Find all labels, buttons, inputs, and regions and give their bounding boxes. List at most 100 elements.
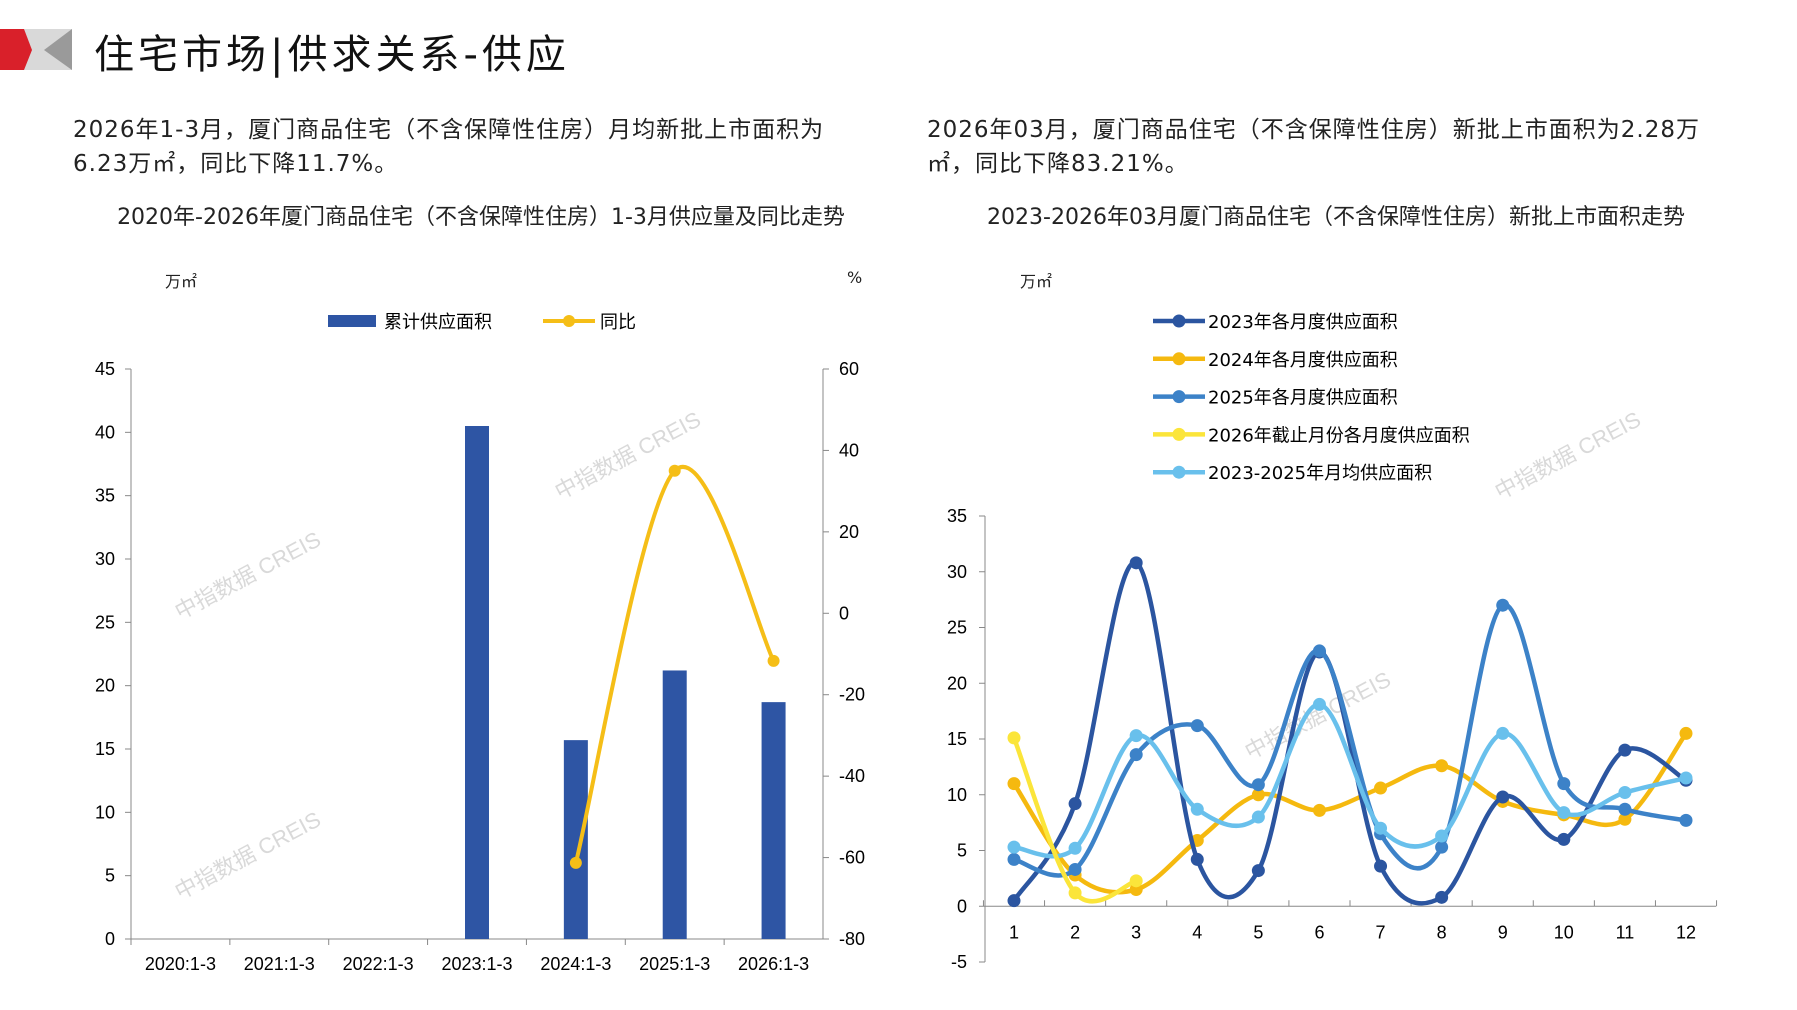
watermark: 中指数据 CREIS: [171, 807, 325, 905]
left-y-unit: 万㎡: [165, 272, 198, 291]
series-point-1: [1557, 832, 1571, 846]
x-tick-label: 2020:1-3: [145, 954, 216, 974]
legend-label: 2023年各月度供应面积: [1208, 312, 1398, 333]
y-tick-label: 40: [95, 422, 115, 442]
series-point-2: [1312, 803, 1326, 817]
yoy-point: [668, 464, 681, 477]
series-point-2: [1679, 726, 1693, 740]
series-point-5: [1312, 697, 1326, 711]
right-y-unit: 万㎡: [1020, 272, 1053, 291]
x-tick-label: 11: [1616, 922, 1635, 942]
x-tick-label: 5: [1253, 922, 1263, 942]
y-tick-label: 5: [105, 866, 115, 886]
y-tick-label: 0: [957, 896, 967, 916]
legend-label-bar: 累计供应面积: [384, 312, 492, 333]
series-point-3: [1007, 852, 1021, 866]
x-tick-label: 2021:1-3: [244, 954, 315, 974]
series-point-3: [1618, 802, 1632, 816]
y-tick-label: 25: [947, 618, 967, 638]
x-tick-label: 2026:1-3: [738, 954, 809, 974]
legend-label: 2025年各月度供应面积: [1208, 388, 1398, 409]
series-point-3: [1190, 719, 1204, 733]
x-tick-label: 2025:1-3: [639, 954, 710, 974]
x-tick-label: 3: [1131, 922, 1141, 942]
right-summary: 2026年03月，厦门商品住宅（不含保障性住房）新批上市面积为2.28万㎡，同比…: [927, 117, 1701, 177]
yoy-point: [767, 654, 780, 667]
left-summary: 2026年1-3月，厦门商品住宅（不含保障性住房）月均新批上市面积为6.23万㎡…: [73, 117, 825, 177]
y2-tick-label: -20: [839, 685, 865, 705]
y2-tick-label: -60: [839, 848, 865, 868]
series-point-4: [1007, 731, 1021, 745]
y-tick-label: 15: [947, 729, 967, 749]
series-point-3: [1312, 644, 1326, 658]
watermark: 中指数据 CREIS: [551, 407, 705, 505]
series-point-3: [1129, 748, 1143, 762]
series-point-1: [1068, 797, 1082, 811]
series-point-1: [1007, 894, 1021, 908]
yoy-point: [569, 856, 582, 869]
left-chart-title: 2020年-2026年厦门商品住宅（不含保障性住房）1-3月供应量及同比走势: [117, 205, 845, 230]
x-tick-label: 7: [1376, 922, 1386, 942]
legend-label: 2024年各月度供应面积: [1208, 350, 1398, 371]
series-point-3: [1557, 777, 1571, 791]
series-point-4: [1129, 874, 1143, 888]
x-tick-label: 1: [1009, 922, 1019, 942]
series-point-5: [1129, 729, 1143, 743]
y-tick-label: 10: [947, 785, 967, 805]
series-point-5: [1190, 802, 1204, 816]
series-point-3: [1435, 840, 1449, 854]
series-point-1: [1618, 743, 1632, 757]
x-tick-label: 8: [1437, 922, 1447, 942]
x-tick-label: 6: [1314, 922, 1324, 942]
series-point-2: [1251, 788, 1265, 802]
y-tick-label: -5: [951, 952, 967, 972]
y2-tick-label: 60: [839, 359, 859, 379]
legend-label: 2023-2025年月均供应面积: [1208, 463, 1432, 484]
series-point-2: [1374, 781, 1388, 795]
x-tick-label: 4: [1192, 922, 1202, 942]
series-point-1: [1251, 864, 1265, 878]
series-point-5: [1251, 810, 1265, 824]
y-tick-label: 20: [95, 676, 115, 696]
x-tick-label: 2024:1-3: [540, 954, 611, 974]
bar: [761, 702, 786, 939]
bar: [563, 740, 588, 939]
series-point-5: [1618, 786, 1632, 800]
series-point-5: [1007, 840, 1021, 854]
watermark: 中指数据 CREIS: [171, 527, 325, 625]
series-point-3: [1251, 778, 1265, 792]
series-point-3: [1496, 598, 1510, 612]
series-point-5: [1435, 829, 1449, 843]
series-point-1: [1496, 790, 1510, 804]
left-y2-unit: %: [847, 268, 863, 287]
legend-label-yoy: 同比: [600, 312, 636, 333]
series-point-5: [1496, 726, 1510, 740]
series-point-5: [1557, 806, 1571, 820]
legend-swatch-bar: [328, 315, 376, 327]
y-tick-label: 10: [95, 802, 115, 822]
yoy-line: [573, 465, 776, 864]
legend-marker: [1172, 465, 1186, 479]
x-tick-label: 2: [1070, 922, 1080, 942]
y-tick-label: 25: [95, 612, 115, 632]
page-title: 住宅市场|供求关系-供应: [94, 32, 570, 78]
legend-marker-yoy: [563, 315, 575, 327]
legend-marker: [1172, 314, 1186, 328]
series-line-3: [1013, 602, 1687, 878]
y-tick-label: 35: [947, 506, 967, 526]
watermark: 中指数据 CREIS: [1241, 667, 1395, 765]
legend-marker: [1172, 427, 1186, 441]
series-point-1: [1374, 859, 1388, 873]
y2-tick-label: 40: [839, 440, 859, 460]
series-point-2: [1435, 759, 1449, 773]
y2-tick-label: -40: [839, 766, 865, 786]
series-point-5: [1068, 841, 1082, 855]
x-tick-label: 10: [1554, 922, 1574, 942]
series-point-1: [1190, 852, 1204, 866]
legend-marker: [1172, 390, 1186, 404]
y-tick-label: 0: [105, 929, 115, 949]
bar: [465, 426, 489, 939]
series-point-2: [1618, 812, 1632, 826]
right-chart-title: 2023-2026年03月厦门商品住宅（不含保障性住房）新批上市面积走势: [987, 205, 1685, 230]
